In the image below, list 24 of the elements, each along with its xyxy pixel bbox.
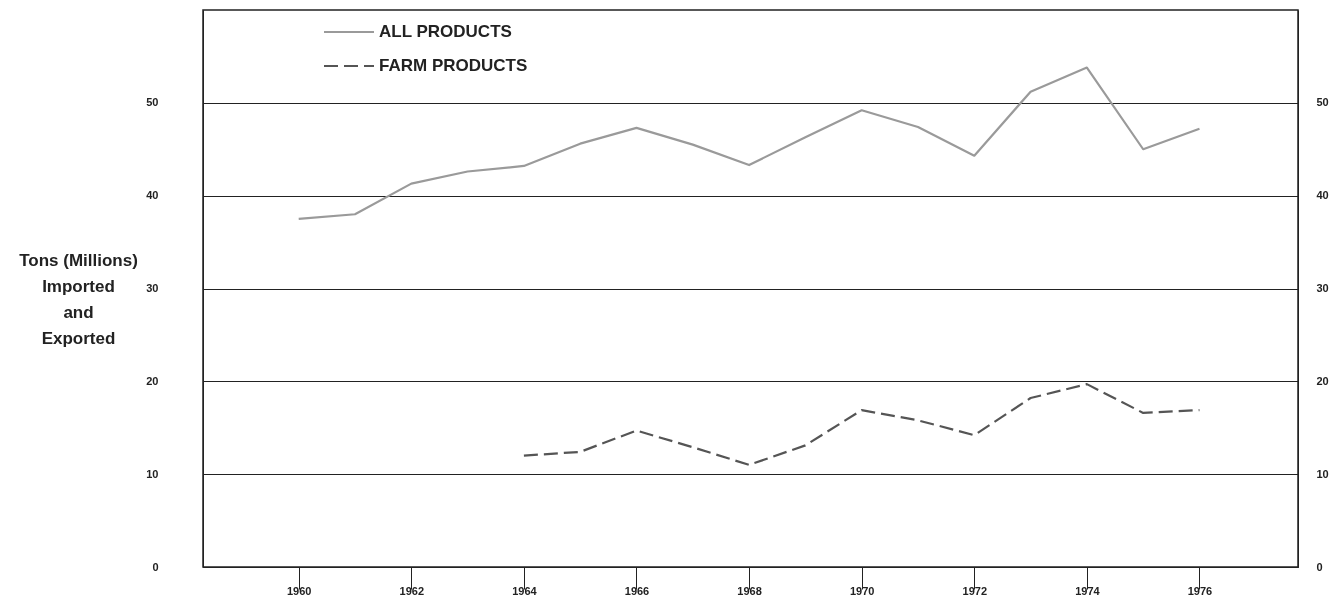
x-tick-label: 1966 xyxy=(624,584,650,597)
y2-tick-label: 30 xyxy=(1316,282,1329,294)
legend-label: ALL PRODUCTS xyxy=(379,22,512,41)
y-tick-label: 10 xyxy=(146,467,159,480)
y2-tick-label: 0 xyxy=(1316,560,1323,573)
x-tick-label: 1976 xyxy=(1187,584,1213,597)
legend-label: FARM PRODUCTS xyxy=(379,56,528,75)
y-tick-label: 40 xyxy=(146,189,159,202)
x-tick-label: 1962 xyxy=(399,584,425,597)
y-tick-label: 30 xyxy=(146,282,159,294)
y2-tick-label: 10 xyxy=(1316,467,1329,480)
y2-tick-label: 20 xyxy=(1316,374,1329,387)
y-tick-label: 20 xyxy=(146,374,159,387)
y2-tick-label: 50 xyxy=(1316,96,1329,109)
y2-tick-label: 40 xyxy=(1316,189,1329,202)
x-tick-label: 1964 xyxy=(512,584,538,597)
y-tick-label: 0 xyxy=(152,560,159,573)
y-axis-title: Tons (Millions) Imported and Exported xyxy=(19,250,138,348)
x-tick-label: 1960 xyxy=(286,584,312,597)
x-tick-label: 1972 xyxy=(962,584,988,597)
x-tick-label: 1970 xyxy=(849,584,875,597)
x-tick-label: 1974 xyxy=(1075,584,1101,597)
y-tick-label: 50 xyxy=(146,96,159,109)
x-tick-label: 1968 xyxy=(737,584,762,597)
